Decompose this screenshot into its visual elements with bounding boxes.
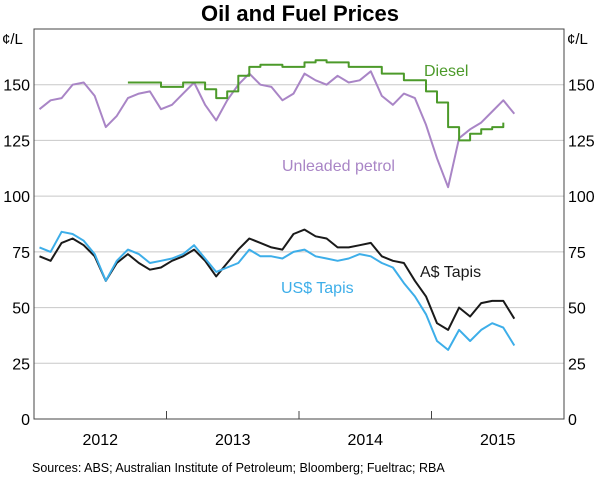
y-tick-label-left: 0: [21, 412, 30, 429]
y-tick-label-left: 150: [3, 78, 30, 95]
label-a-tapis: A$ Tapis: [420, 264, 481, 281]
y-tick-label-right: 150: [568, 78, 595, 95]
y-tick-label-left: 50: [12, 301, 30, 318]
chart-title: Oil and Fuel Prices: [201, 1, 399, 26]
x-tick-label: 2012: [82, 432, 118, 449]
y-tick-label-right: 25: [568, 356, 586, 373]
y-tick-label-left: 100: [3, 189, 30, 206]
y-tick-label-left: 25: [12, 356, 30, 373]
y-tick-label-right: 125: [568, 133, 595, 150]
label-diesel: Diesel: [424, 63, 468, 80]
label-us-tapis: US$ Tapis: [281, 280, 354, 297]
y-axis-unit-left: ¢/L: [2, 31, 23, 48]
x-tick-label: 2015: [480, 432, 516, 449]
y-tick-label-right: 75: [568, 245, 586, 262]
chart-source: Sources: ABS; Australian Institute of Pe…: [32, 461, 445, 475]
plot-frame: [33, 28, 565, 420]
series-line-a-tapis: [39, 228, 516, 331]
label-unleaded-petrol: Unleaded petrol: [282, 158, 395, 175]
y-axis-unit-right: ¢/L: [567, 31, 588, 48]
series-line-us-tapis: [39, 230, 516, 351]
y-tick-label-left: 75: [12, 245, 30, 262]
y-tick-label-right: 100: [568, 189, 595, 206]
y-tick-label-right: 50: [568, 301, 586, 318]
y-tick-label-right: 0: [568, 412, 577, 429]
series-line-diesel: [127, 59, 505, 142]
y-tick-label-left: 125: [3, 133, 30, 150]
x-tick-label: 2014: [347, 432, 383, 449]
x-tick-label: 2013: [215, 432, 251, 449]
series-line-unleaded-petrol: [38, 70, 516, 189]
